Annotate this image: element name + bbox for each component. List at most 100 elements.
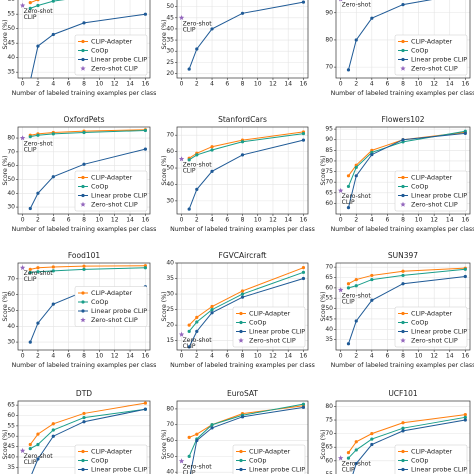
x-tick-label: 12 [430,353,438,360]
point [463,415,467,419]
point [240,415,245,419]
legend-marker [401,320,405,325]
point [187,329,191,333]
legend-box [74,170,148,212]
x-tick-label: 10 [415,81,423,88]
zero-shot-point [338,455,344,461]
point [210,308,214,312]
y-tick-label: 50 [7,433,15,440]
point [370,437,374,441]
legend-box [394,170,468,212]
panel-title: StanfordCars [218,115,267,124]
point [301,266,306,270]
legend-marker [401,311,405,316]
x-tick-label: 0 [339,353,343,360]
plot-frame [335,262,471,351]
point [401,2,405,7]
point [36,457,40,461]
y-tick-label: 55 [325,471,333,474]
x-tick-label: 10 [254,353,262,360]
x-tick-label: 16 [142,217,150,224]
x-tick-label: 16 [462,81,470,88]
y-tick-label: 60 [7,412,15,419]
legend-marker [401,467,405,472]
legend-label: CoOp [411,319,428,327]
point [36,3,40,8]
y-tick-label: 70 [325,179,333,186]
legend-marker [401,57,405,62]
x-tick-label: 10 [96,217,104,224]
zero-shot-point [178,458,185,464]
point [210,426,214,430]
legend-label: CLIP-Adapter [411,310,453,318]
zero-shot-point [339,0,343,2]
panel: Flowers102 60 65 70 75 80 85 90 95 0 2 4 6 8 10 12 14 16 N… [320,115,474,233]
point [346,206,351,210]
legend-label: CLIP-Adapter [91,38,133,46]
point [82,411,86,416]
zero-shot-point [19,447,26,453]
x-tick-label: 14 [446,217,454,224]
legend-marker [81,300,85,304]
legend-marker [401,329,405,334]
point [51,265,55,269]
legend-label: CoOp [91,457,108,465]
point [36,266,40,270]
y-tick-label: 60 [166,437,174,444]
panel-title: EuroSAT [227,389,258,398]
y-tick-label: 40 [166,260,174,267]
y-axis-label: Score (%) [161,291,168,321]
y-tick-label: 60 [7,162,15,169]
legend-marker [81,467,85,472]
x-tick-label: 16 [300,353,308,360]
point [36,432,40,436]
zero-shot-point [178,156,185,162]
point [346,456,351,460]
x-tick-label: 8 [401,81,405,88]
point [82,162,86,166]
legend-marker [401,458,405,463]
x-tick-label: 4 [210,217,214,224]
point [346,342,351,346]
point [354,277,358,282]
point [210,423,214,427]
annotation: CLIP [183,470,196,474]
annotation: Zero-shot [24,141,54,148]
point [463,412,467,417]
y-tick-label: 70 [166,421,174,428]
y-tick-label: 60 [166,148,174,155]
point [210,27,214,31]
point [370,298,374,302]
x-tick-label: 10 [254,217,262,224]
y-axis-label: Score (%) [320,291,327,321]
y-tick-label: 60 [7,0,15,3]
y-tick-label: 40 [166,469,174,474]
x-tick-label: 0 [180,353,184,360]
plot-content [178,0,306,71]
point [28,6,32,10]
plot-frame [17,262,151,351]
plot-content [178,402,306,474]
y-tick-label: 40 [325,326,333,333]
x-tick-label: 16 [300,217,308,224]
y-tick-label: 40 [7,453,15,460]
legend-marker [80,317,86,323]
x-tick-label: 6 [225,81,229,88]
series-line [348,131,466,177]
y-tick-label: 60 [7,291,15,298]
annotation: CLIP [342,298,355,305]
point [51,32,55,37]
point [195,315,199,319]
x-tick-label: 4 [51,353,55,360]
y-axis-label: Score (%) [161,19,168,49]
plot-frame [335,126,471,215]
x-tick-label: 2 [36,353,40,360]
legend-marker [239,467,243,472]
legend-label: CoOp [91,298,108,306]
point [28,267,32,271]
panel: SUN397 35 40 45 50 55 60 65 70 0 2 4 6 8 10 12 14 16 Numbe… [320,251,474,369]
